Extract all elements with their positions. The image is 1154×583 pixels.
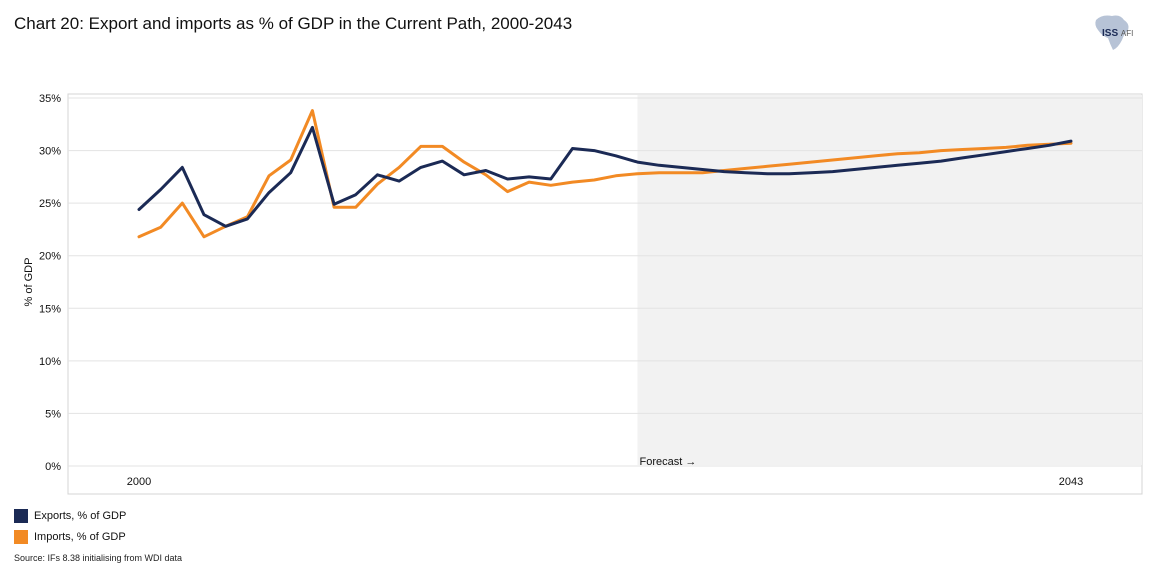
forecast-region xyxy=(637,95,1142,465)
y-axis-label: % of GDP xyxy=(23,258,35,307)
iss-afi-logo: ISS AFI xyxy=(1102,28,1133,39)
y-tick-label: 15% xyxy=(39,303,61,315)
x-tick-label: 2000 xyxy=(127,476,151,488)
y-axis-ticks: 0% 5% 10% 15% 20% 25% 30% 35% xyxy=(39,93,61,473)
legend-label-exports: Exports, % of GDP xyxy=(34,509,127,522)
y-tick-label: 35% xyxy=(39,93,61,105)
y-tick-label: 0% xyxy=(45,461,61,473)
legend-item-exports: Exports, % of GDP xyxy=(14,509,126,523)
x-tick-label: 2043 xyxy=(1059,476,1083,488)
y-tick-label: 10% xyxy=(39,356,61,368)
imports-line xyxy=(137,109,1073,239)
chart-title: Chart 20: Export and imports as % of GDP… xyxy=(14,14,573,33)
africa-map-icon xyxy=(1095,15,1129,50)
legend-swatch-imports xyxy=(14,530,28,544)
legend-swatch-exports xyxy=(14,509,28,523)
y-tick-label: 30% xyxy=(39,146,61,158)
gridlines xyxy=(68,97,1142,467)
x-axis-ticks: 2000 2043 xyxy=(127,476,1083,488)
y-tick-label: 20% xyxy=(39,251,61,263)
legend-label-imports: Imports, % of GDP xyxy=(34,530,126,543)
y-tick-label: 5% xyxy=(45,408,61,420)
logo-brand: ISS xyxy=(1102,28,1119,39)
logo-sub: AFI xyxy=(1120,29,1134,38)
legend-item-imports: Imports, % of GDP xyxy=(14,530,126,544)
series-lines xyxy=(137,109,1073,239)
y-tick-label: 25% xyxy=(39,198,61,210)
source-note: Source: IFs 8.38 initialising from WDI d… xyxy=(14,553,183,563)
forecast-label: Forecast → xyxy=(640,456,697,468)
exports-line xyxy=(137,125,1073,228)
